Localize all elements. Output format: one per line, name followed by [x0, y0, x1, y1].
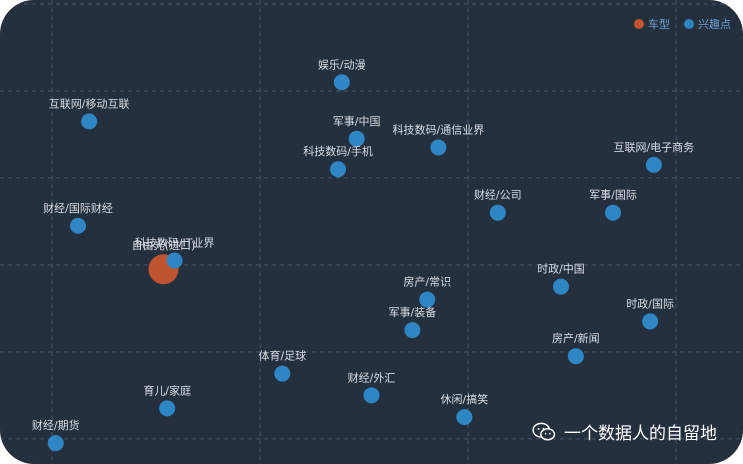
point-1-8[interactable]: [604, 204, 621, 221]
point-1-1[interactable]: [81, 113, 98, 130]
point-1-9[interactable]: [166, 252, 183, 269]
legend-dot-interest-point: [684, 19, 694, 29]
point-label-1-14: 房产/新闻: [552, 331, 600, 345]
point-label-1-5: 互联网/电子商务: [613, 140, 694, 154]
point-label-1-0: 娱乐/动漫: [318, 57, 366, 71]
legend-dot-car-model: [634, 19, 644, 29]
point-1-2[interactable]: [348, 130, 365, 147]
point-label-1-17: 育儿/家庭: [143, 383, 191, 397]
point-label-1-7: 财经/公司: [474, 188, 522, 202]
wechat-icon: [532, 422, 556, 440]
point-1-0[interactable]: [333, 74, 350, 91]
point-1-4[interactable]: [330, 161, 347, 178]
legend-item-interest-point[interactable]: 兴趣点: [684, 16, 731, 32]
watermark-text: 一个数据人的自留地: [564, 424, 717, 444]
point-1-5[interactable]: [645, 156, 662, 173]
point-1-6[interactable]: [70, 217, 87, 234]
point-1-3[interactable]: [430, 139, 447, 156]
point-label-1-12: 时政/国际: [626, 296, 674, 310]
legend-label-car-model: 车型: [648, 18, 670, 31]
point-label-1-15: 体育/足球: [258, 349, 306, 363]
point-1-12[interactable]: [642, 313, 659, 330]
point-label-1-4: 科技数码/手机: [303, 144, 373, 158]
point-1-17[interactable]: [159, 400, 176, 417]
point-label-1-19: 财经/期货: [32, 418, 80, 432]
point-label-1-13: 军事/装备: [389, 305, 437, 319]
point-1-14[interactable]: [567, 348, 584, 365]
point-1-7[interactable]: [489, 204, 506, 221]
legend-label-interest-point: 兴趣点: [698, 18, 731, 31]
point-1-15[interactable]: [274, 365, 291, 382]
legend-item-car-model[interactable]: 车型: [634, 16, 670, 32]
point-1-11[interactable]: [419, 291, 436, 308]
point-label-1-9: 科技数码/IT业界: [135, 236, 215, 250]
point-label-1-8: 军事/国际: [589, 189, 637, 202]
point-label-1-16: 财经/外汇: [348, 370, 396, 384]
point-1-16[interactable]: [363, 387, 380, 404]
point-label-0-0: 自由光(进口): [132, 238, 196, 252]
point-1-19[interactable]: [47, 435, 64, 452]
watermark: 一个数据人的自留地: [532, 419, 717, 444]
point-label-1-2: 军事/中国: [333, 115, 381, 128]
point-label-1-1: 互联网/移动互联: [49, 97, 130, 110]
point-label-1-11: 房产/常识: [403, 275, 451, 289]
point-label-1-3: 科技数码/通信业界: [393, 122, 485, 136]
point-label-1-10: 时政/中国: [537, 262, 585, 276]
point-1-18[interactable]: [456, 409, 473, 426]
point-label-1-18: 休闲/搞笑: [441, 392, 489, 406]
point-label-1-6: 财经/国际财经: [43, 201, 113, 215]
legend: 车型 兴趣点: [634, 16, 731, 32]
point-1-10[interactable]: [552, 278, 569, 295]
point-1-13[interactable]: [404, 322, 421, 339]
